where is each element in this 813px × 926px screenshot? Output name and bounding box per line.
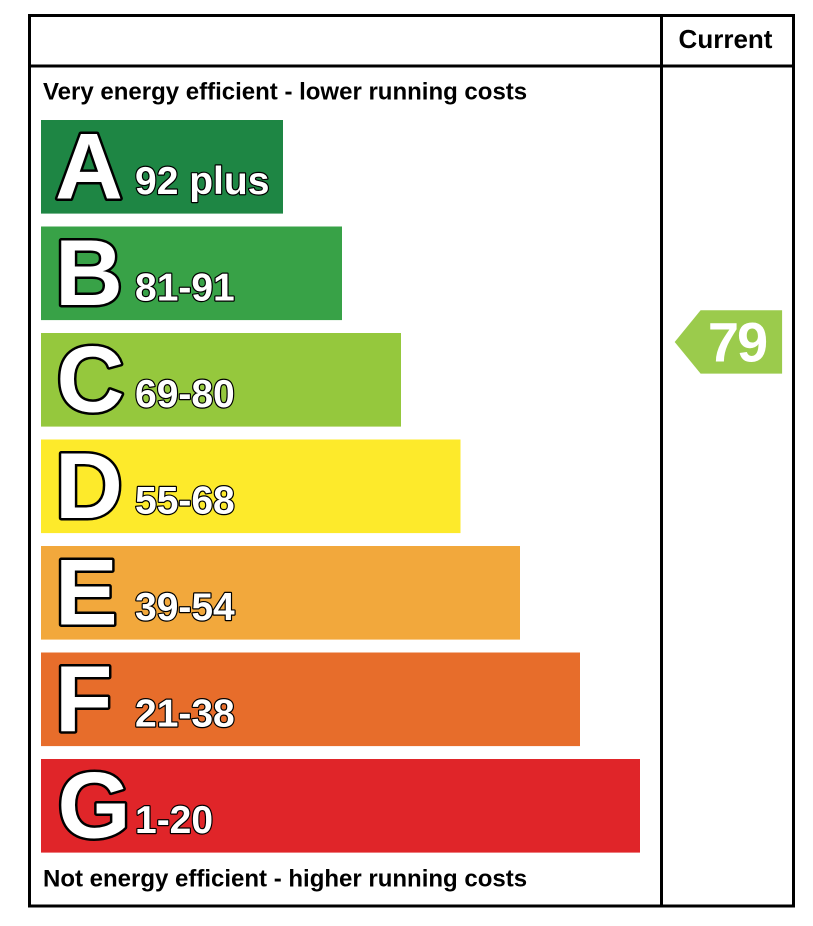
svg-text:92 plus: 92 plus — [135, 160, 269, 203]
svg-text:E: E — [55, 540, 118, 645]
svg-text:F: F — [55, 646, 112, 751]
svg-text:D: D — [55, 433, 123, 538]
svg-text:Current: Current — [679, 24, 773, 54]
svg-text:39-54: 39-54 — [135, 586, 235, 629]
svg-text:B: B — [55, 220, 123, 325]
svg-text:81-91: 81-91 — [135, 267, 235, 310]
svg-text:55-68: 55-68 — [135, 480, 235, 523]
svg-text:1-20: 1-20 — [135, 799, 213, 842]
svg-text:79: 79 — [708, 311, 767, 374]
svg-text:Very energy efficient - lower: Very energy efficient - lower running co… — [43, 79, 527, 106]
svg-text:21-38: 21-38 — [135, 693, 235, 736]
svg-text:C: C — [57, 327, 125, 432]
svg-text:Not energy efficient - higher: Not energy efficient - higher running co… — [43, 866, 527, 893]
svg-text:69-80: 69-80 — [135, 373, 235, 416]
svg-text:G: G — [58, 753, 131, 858]
svg-text:A: A — [55, 114, 123, 219]
